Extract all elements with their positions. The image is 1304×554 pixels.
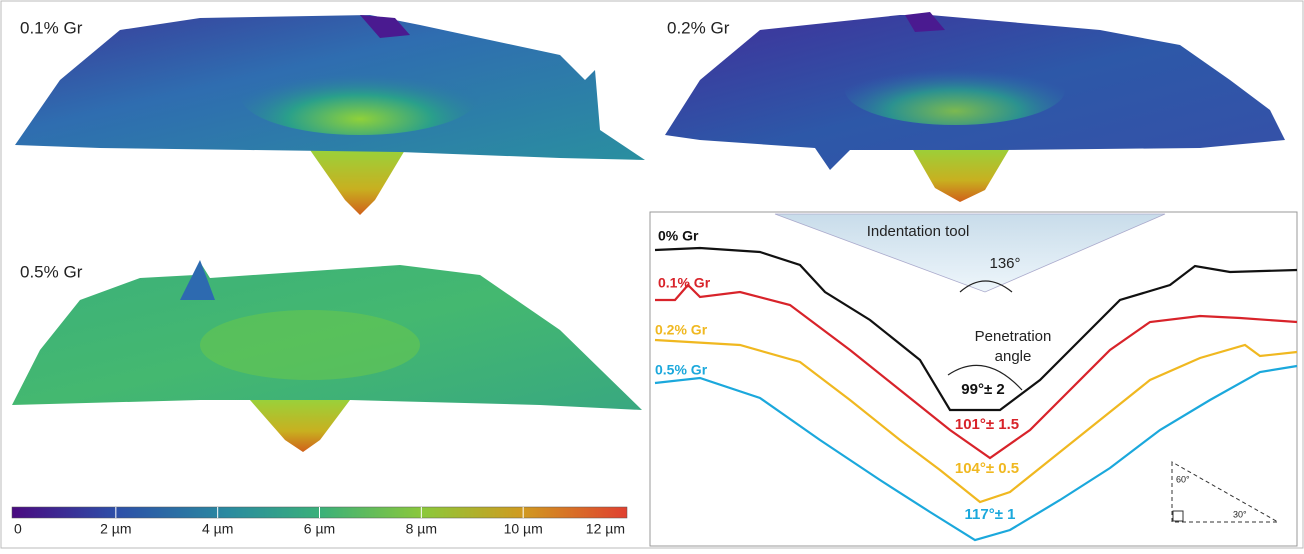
right-angle	[1172, 510, 1184, 522]
colorbar-label: 10 µm	[504, 521, 543, 537]
colorbar-label: 8 µm	[406, 521, 437, 537]
surface-0-5	[12, 260, 642, 452]
colorbar-label: 4 µm	[202, 521, 233, 537]
surface-0-2	[665, 12, 1285, 202]
angle-label: 99°± 2	[961, 381, 1004, 398]
indentation-tool	[774, 213, 1166, 293]
reference-triangle	[1171, 461, 1280, 523]
profile-curve	[655, 283, 1298, 460]
tool-label: Indentation tool	[867, 223, 970, 240]
profile-curve	[654, 246, 1298, 412]
panel-label: 0.1% Gr	[20, 18, 83, 37]
angle-label: 117°± 1	[965, 506, 1016, 523]
curve-label: 0.1% Gr	[658, 275, 711, 291]
tool-angle: 136°	[989, 255, 1020, 272]
colorbar-label: 6 µm	[304, 521, 335, 537]
curve-label: 0.2% Gr	[655, 322, 708, 338]
profile-curve	[654, 364, 1298, 542]
penetration-label: angle	[995, 348, 1032, 365]
angle-label: 101°± 1.5	[955, 416, 1019, 433]
curve-label: 0.5% Gr	[655, 362, 708, 378]
surface-0-1	[15, 15, 645, 215]
penetration-label: Penetration	[975, 328, 1052, 345]
triangle-label: 30°	[1233, 509, 1247, 519]
profile-curve	[654, 338, 1298, 504]
triangle-label: 60°	[1176, 474, 1190, 484]
panel-label: 0.2% Gr	[667, 18, 730, 37]
colorbar-label: 0	[14, 521, 22, 537]
colorbar-label: 12 µm	[586, 521, 625, 537]
curve-label: 0% Gr	[658, 228, 699, 244]
colorbar-ticks: 0 2 µm 4 µm 6 µm 8 µm 10 µm 12 µm	[14, 507, 625, 537]
panel-label: 0.5% Gr	[20, 262, 83, 281]
colorbar-label: 2 µm	[100, 521, 131, 537]
angle-arc	[959, 280, 1013, 293]
penetration-arc	[947, 364, 1023, 391]
angle-label: 104°± 0.5	[955, 460, 1019, 477]
